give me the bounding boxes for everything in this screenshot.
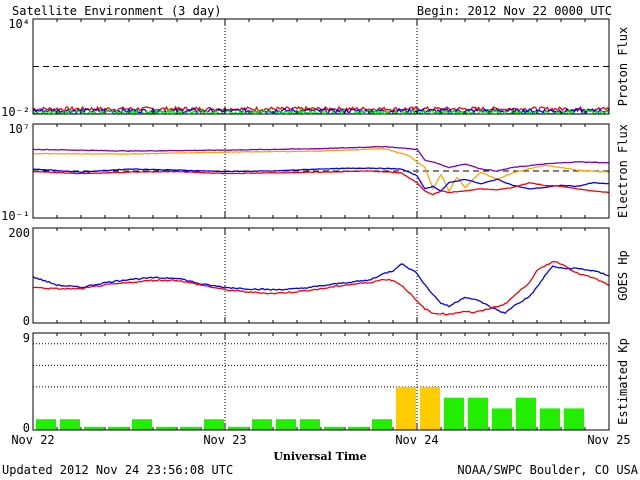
proton-ytick-bottom: 10⁻² — [1, 105, 30, 119]
hp-frame — [32, 227, 610, 324]
x-tick-label: Nov 22 — [11, 433, 54, 447]
kp-bar — [156, 426, 176, 430]
kp-bar — [204, 419, 224, 430]
kp-bar — [468, 397, 488, 430]
kp-bar — [108, 426, 128, 430]
hp-series-red — [32, 260, 610, 316]
kp-bar — [324, 426, 344, 430]
hp-panel: 200 0 GOES Hp — [8, 226, 630, 328]
kp-bar — [252, 419, 272, 430]
x-axis-label: Universal Time — [273, 450, 366, 463]
kp-bar — [516, 397, 536, 430]
electron-ylabel: Electron Flux — [616, 124, 630, 218]
hp-ytick-bottom: 0 — [23, 314, 30, 328]
kp-bar — [348, 426, 368, 430]
electron-ytick-bottom: 10⁻¹ — [1, 209, 30, 223]
x-tick-label: Nov 25 — [587, 433, 630, 447]
kp-ytick-bottom: 0 — [23, 421, 30, 435]
proton-panel: 10⁴ 10⁻² Proton Flux — [1, 17, 630, 119]
hp-ylabel: GOES Hp — [616, 250, 630, 301]
kp-panel: 9 0 Estimated Kp — [23, 331, 630, 435]
kp-bar — [300, 419, 320, 430]
electron-series-orange — [32, 148, 610, 193]
kp-bar — [60, 419, 80, 430]
x-tick-label: Nov 24 — [395, 433, 438, 447]
updated-label: Updated 2012 Nov 24 23:56:08 UTC — [2, 463, 233, 477]
kp-bar — [564, 408, 584, 430]
kp-bar — [132, 419, 152, 430]
kp-bar — [36, 419, 56, 430]
kp-bar — [540, 408, 560, 430]
chart-title: Satellite Environment (3 day) — [12, 4, 222, 18]
kp-bar — [276, 419, 296, 430]
kp-ylabel: Estimated Kp — [616, 338, 630, 425]
kp-ytick-top: 9 — [23, 331, 30, 345]
kp-bar — [444, 397, 464, 430]
electron-panel: 10⁷ 10⁻¹ Electron Flux — [1, 122, 630, 223]
kp-bar — [420, 386, 440, 430]
electron-series-blue — [32, 167, 610, 192]
proton-ytick-top: 10⁴ — [8, 17, 30, 31]
kp-bar — [396, 386, 416, 430]
electron-ytick-top: 10⁷ — [8, 122, 30, 136]
credit-label: NOAA/SWPC Boulder, CO USA — [457, 463, 638, 477]
kp-bar — [228, 426, 248, 430]
proton-ylabel: Proton Flux — [616, 27, 630, 106]
proton-series-blue — [32, 107, 610, 115]
kp-bar — [84, 426, 104, 430]
hp-series-blue — [32, 263, 610, 315]
kp-bar — [372, 419, 392, 430]
proton-frame — [32, 18, 610, 115]
kp-bar — [492, 408, 512, 430]
electron-series-purple — [32, 145, 610, 172]
kp-bar — [180, 426, 200, 430]
x-tick-label: Nov 23 — [203, 433, 246, 447]
begin-label: Begin: 2012 Nov 22 0000 UTC — [417, 4, 612, 18]
electron-series-red — [32, 170, 610, 196]
hp-ytick-top: 200 — [8, 226, 30, 240]
